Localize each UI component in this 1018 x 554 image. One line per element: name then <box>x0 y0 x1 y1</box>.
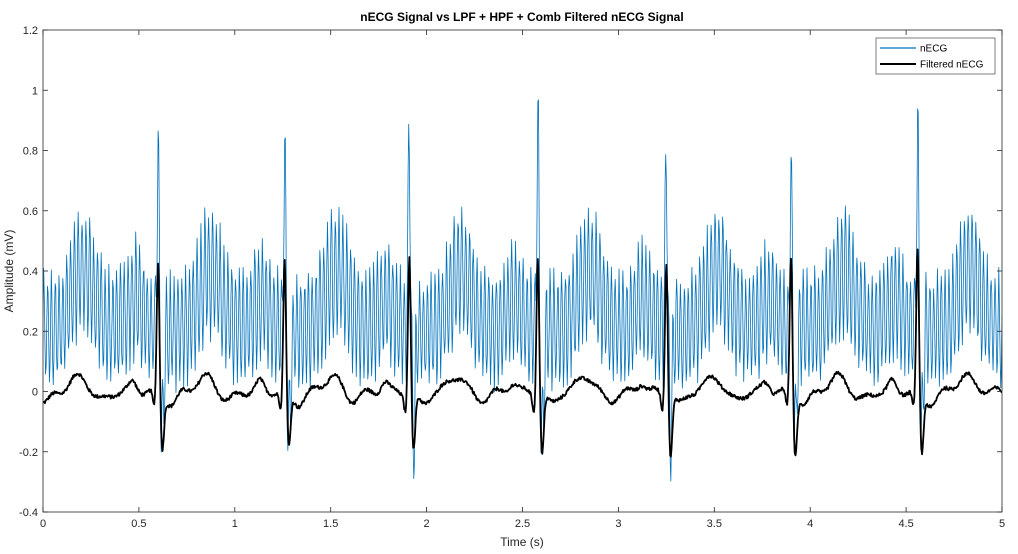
y-tick-label: 0 <box>32 387 38 399</box>
x-tick-label: 0.5 <box>131 518 146 530</box>
x-tick-label: 4.5 <box>898 518 913 530</box>
legend-label-necg: nECG <box>920 44 947 55</box>
legend-label-filtered: Filtered nECG <box>920 60 984 71</box>
x-tick-label: 1 <box>232 518 238 530</box>
x-axis-label: Time (s) <box>500 535 544 549</box>
x-tick-label: 3.5 <box>707 518 722 530</box>
x-tick-label: 3 <box>615 518 621 530</box>
x-tick-label: 0 <box>40 518 46 530</box>
x-tick-label: 1.5 <box>323 518 338 530</box>
x-tick-label: 2.5 <box>515 518 530 530</box>
series-line-necg <box>43 99 1002 482</box>
y-tick-label: 0.8 <box>23 146 38 158</box>
y-tick-label: 1 <box>32 85 38 97</box>
y-axis-label: Amplitude (mV) <box>2 230 16 313</box>
y-tick-label: -0.2 <box>19 447 38 459</box>
y-tick-label: 1.2 <box>23 25 38 37</box>
legend-box <box>875 37 996 75</box>
x-tick-label: 5 <box>999 518 1005 530</box>
y-tick-label: -0.4 <box>19 507 38 519</box>
y-tick-label: 0.6 <box>23 206 38 218</box>
x-tick-label: 4 <box>807 518 813 530</box>
series-line-filtered-necg <box>43 248 1002 458</box>
x-tick-label: 2 <box>424 518 430 530</box>
y-tick-label: 0.4 <box>23 266 38 278</box>
legend: nECG Filtered nECG <box>875 37 996 75</box>
chart-title: nECG Signal vs LPF + HPF + Comb Filtered… <box>360 10 683 24</box>
y-tick-label: 0.2 <box>23 326 38 338</box>
